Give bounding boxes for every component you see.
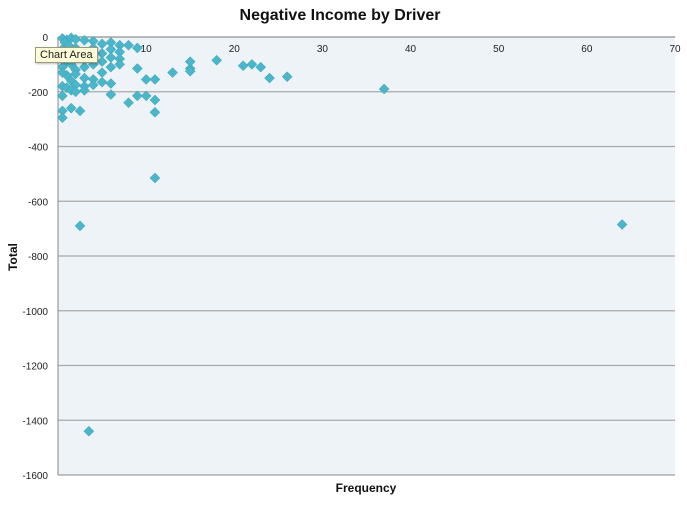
- data-point: [184, 65, 196, 77]
- data-point: [131, 90, 143, 102]
- y-tick-label: 0: [42, 33, 48, 44]
- data-point: [79, 34, 90, 46]
- axis-ticks: 0 -200 -400 -600 -800 -1000 -1200 -1400 -1600 10 2…: [22, 33, 681, 482]
- data-point: [149, 172, 161, 184]
- y-axis-label: Total: [6, 243, 20, 271]
- x-tick-label: 20: [229, 44, 241, 55]
- data-point: [70, 86, 81, 98]
- data-point: [57, 67, 68, 78]
- data-point: [79, 85, 90, 96]
- data-point: [123, 97, 134, 109]
- data-point: [616, 219, 628, 230]
- y-tick-label: -600: [28, 197, 48, 208]
- data-point: [65, 102, 77, 114]
- data-point: [149, 74, 161, 85]
- y-tick-label: -1400: [22, 416, 48, 427]
- y-tick-label: -200: [28, 88, 48, 99]
- data-point: [105, 78, 117, 89]
- y-tick-label: -400: [28, 143, 48, 154]
- data-point: [281, 71, 293, 83]
- data-point: [105, 61, 117, 73]
- grid-lines: [57, 36, 675, 476]
- x-tick-label: 70: [669, 44, 681, 55]
- data-point: [131, 63, 143, 74]
- data-point: [123, 39, 134, 51]
- y-tick-label: -1200: [22, 362, 48, 373]
- y-tick-label: -1000: [22, 307, 48, 318]
- data-points: [57, 32, 628, 437]
- data-point: [96, 76, 108, 88]
- data-point: [140, 74, 152, 85]
- data-point: [74, 105, 86, 117]
- y-tick-label: -800: [28, 252, 48, 263]
- data-point: [79, 61, 90, 73]
- chart-area-tooltip: Chart Area: [35, 47, 98, 63]
- data-point: [255, 61, 267, 73]
- data-point: [149, 94, 161, 106]
- data-point: [83, 425, 95, 437]
- x-tick-label: 60: [581, 44, 593, 55]
- y-tick-label: -1600: [22, 471, 48, 482]
- data-point: [149, 106, 161, 118]
- x-tick-label: 40: [405, 44, 417, 55]
- data-point: [114, 59, 126, 70]
- data-point: [211, 54, 223, 66]
- x-tick-label: 50: [493, 44, 505, 55]
- x-tick-label: 10: [141, 44, 153, 55]
- data-point: [131, 42, 143, 54]
- data-point: [57, 112, 68, 124]
- data-point: [105, 89, 117, 100]
- data-point: [96, 56, 108, 67]
- data-point: [87, 79, 99, 91]
- data-point: [264, 72, 275, 84]
- data-point: [378, 83, 390, 95]
- data-point: [184, 56, 196, 67]
- x-tick-label: 30: [317, 44, 329, 55]
- x-axis-label: Frequency: [336, 481, 397, 495]
- data-point: [74, 220, 86, 232]
- data-point: [70, 68, 81, 80]
- data-point: [57, 90, 68, 102]
- data-point: [237, 60, 249, 72]
- data-point: [140, 90, 152, 102]
- data-point: [61, 82, 73, 93]
- chart-title: Negative Income by Driver: [240, 7, 441, 24]
- data-point: [246, 59, 258, 70]
- data-point: [167, 67, 178, 78]
